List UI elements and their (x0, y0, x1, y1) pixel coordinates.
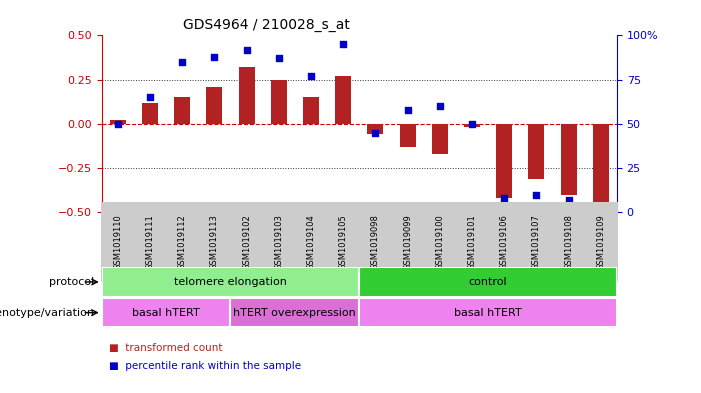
Text: GSM1019103: GSM1019103 (274, 214, 283, 270)
Bar (238, 67, 254, 124)
Point (273, 55, 285, 61)
Text: basal hTERT: basal hTERT (132, 308, 200, 318)
Point (434, 103, 445, 109)
Text: GSM1019110: GSM1019110 (114, 214, 122, 270)
Point (177, 59, 188, 65)
Point (338, 41, 349, 48)
Bar (359, 298, 617, 327)
Text: GSM1019113: GSM1019113 (210, 214, 219, 270)
Text: control: control (469, 277, 508, 287)
Text: ■  percentile rank within the sample: ■ percentile rank within the sample (109, 361, 301, 371)
Text: GSM1019098: GSM1019098 (371, 214, 380, 270)
Bar (102, 267, 359, 297)
Text: GDS4964 / 210028_s_at: GDS4964 / 210028_s_at (183, 18, 350, 32)
Bar (400, 124, 416, 147)
Text: GSM1019100: GSM1019100 (435, 214, 444, 270)
Bar (109, 120, 125, 124)
Point (306, 73, 317, 79)
Bar (464, 124, 480, 127)
Bar (593, 124, 609, 211)
Text: GSM1019105: GSM1019105 (339, 214, 348, 270)
Bar (102, 298, 231, 327)
Text: basal hTERT: basal hTERT (454, 308, 522, 318)
Point (402, 107, 413, 113)
Text: GSM1019109: GSM1019109 (597, 214, 605, 270)
Text: GSM1019101: GSM1019101 (468, 214, 477, 270)
Point (209, 53, 220, 60)
Bar (496, 124, 512, 198)
Text: GSM1019107: GSM1019107 (532, 214, 541, 270)
Text: protocol: protocol (49, 277, 95, 287)
Bar (432, 124, 448, 154)
Text: GSM1019099: GSM1019099 (403, 214, 412, 270)
Bar (529, 124, 545, 178)
Point (241, 46, 252, 53)
Bar (174, 97, 190, 124)
Bar (303, 97, 319, 124)
Point (369, 129, 381, 136)
Text: GSM1019104: GSM1019104 (306, 214, 315, 270)
Bar (271, 79, 287, 124)
Point (531, 191, 542, 198)
Text: telomere elongation: telomere elongation (174, 277, 287, 287)
Text: GSM1019102: GSM1019102 (242, 214, 251, 270)
Point (563, 196, 574, 203)
Point (112, 121, 123, 127)
Point (595, 206, 606, 212)
Point (466, 121, 477, 127)
Text: ■  transformed count: ■ transformed count (109, 343, 222, 353)
Bar (142, 103, 158, 124)
Bar (367, 124, 383, 134)
Text: genotype/variation: genotype/variation (0, 308, 95, 318)
Point (144, 94, 156, 101)
Point (498, 195, 510, 201)
Bar (206, 86, 222, 124)
Text: GSM1019112: GSM1019112 (177, 214, 186, 270)
Bar (335, 76, 351, 124)
Bar (359, 267, 617, 297)
Text: GSM1019111: GSM1019111 (145, 214, 154, 270)
Text: GSM1019106: GSM1019106 (500, 214, 509, 270)
Bar (561, 124, 577, 195)
Text: hTERT overexpression: hTERT overexpression (233, 308, 356, 318)
Text: GSM1019108: GSM1019108 (564, 214, 573, 270)
Bar (231, 298, 360, 327)
